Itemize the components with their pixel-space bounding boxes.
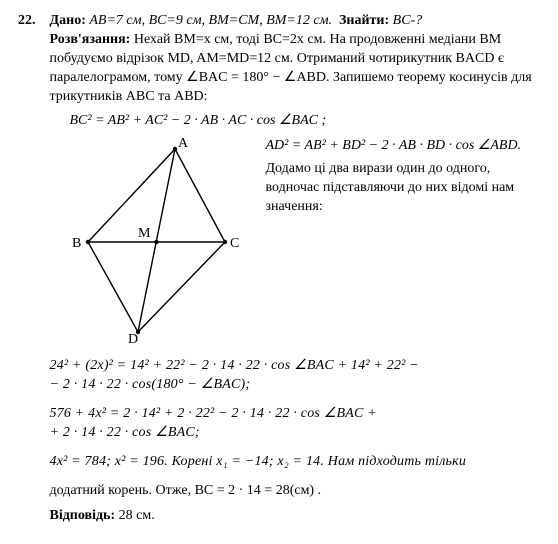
side-explain: Додамо ці два вирази один до одного, вод… — [266, 160, 540, 217]
problem-content: Дано: AB=7 см, BC=9 см, BM=CM, BM=12 см.… — [50, 12, 540, 526]
answer-label: Відповідь: — [50, 508, 116, 523]
svg-text:B: B — [72, 236, 81, 251]
svg-text:C: C — [230, 236, 239, 251]
svg-text:A: A — [178, 137, 189, 151]
find-text: BC-? — [393, 13, 423, 28]
geometry-diagram: A B C D M — [50, 137, 260, 347]
formula-bc: BC² = AB² + AC² − 2 · AB · AC · cos ∠BAC… — [70, 112, 540, 131]
answer-line: Відповідь: 28 см. — [50, 507, 540, 526]
equation-block-4: додатний корень. Отже, BC = 2 · 14 = 28(… — [50, 482, 540, 501]
eq2-line2: + 2 · 14 · 22 · cos ∠BAC; — [50, 424, 540, 443]
svg-text:M: M — [138, 226, 151, 241]
find-label: Знайти: — [339, 13, 389, 28]
eq3-text: 4x² = 784; x² = 196. Корені x₁ = −14; x₂… — [50, 454, 467, 469]
eq1-line1: 24² + (2x)² = 14² + 22² − 2 · 14 · 22 · … — [50, 357, 540, 376]
formula-ad: AD² = AB² + BD² − 2 · AB · BD · cos ∠ABD… — [266, 137, 540, 156]
equation-block-2: 576 + 4x² = 2 · 14² + 2 · 22² − 2 · 14 ·… — [50, 405, 540, 443]
diagram-container: A B C D M — [50, 137, 260, 347]
diagram-row: A B C D M AD² = AB² + BD² − 2 · AB · BD · co… — [50, 137, 540, 347]
problem-number: 22. — [18, 12, 46, 31]
equation-block-3: 4x² = 784; x² = 196. Корені x₁ = −14; x₂… — [50, 453, 540, 472]
answer-text: 28 см. — [119, 508, 155, 523]
given-line: Дано: AB=7 см, BC=9 см, BM=CM, BM=12 см.… — [50, 12, 540, 31]
solution-label: Розв'язання: — [50, 32, 131, 47]
svg-text:D: D — [128, 332, 138, 347]
side-column: AD² = AB² + BD² − 2 · AB · BD · cos ∠ABD… — [260, 137, 540, 217]
eq4-text: додатний корень. Отже, BC = 2 · 14 = 28(… — [50, 483, 322, 498]
equation-block-1: 24² + (2x)² = 14² + 22² − 2 · 14 · 22 · … — [50, 357, 540, 395]
given-label: Дано: — [50, 13, 86, 28]
given-text: AB=7 см, BC=9 см, BM=CM, BM=12 см. — [89, 13, 332, 28]
eq2-line1: 576 + 4x² = 2 · 14² + 2 · 22² − 2 · 14 ·… — [50, 405, 540, 424]
eq1-line2: − 2 · 14 · 22 · cos(180° − ∠BAC); — [50, 376, 540, 395]
solution-paragraph: Розв'язання: Нехай BM=x см, тоді BC=2x с… — [50, 31, 540, 107]
